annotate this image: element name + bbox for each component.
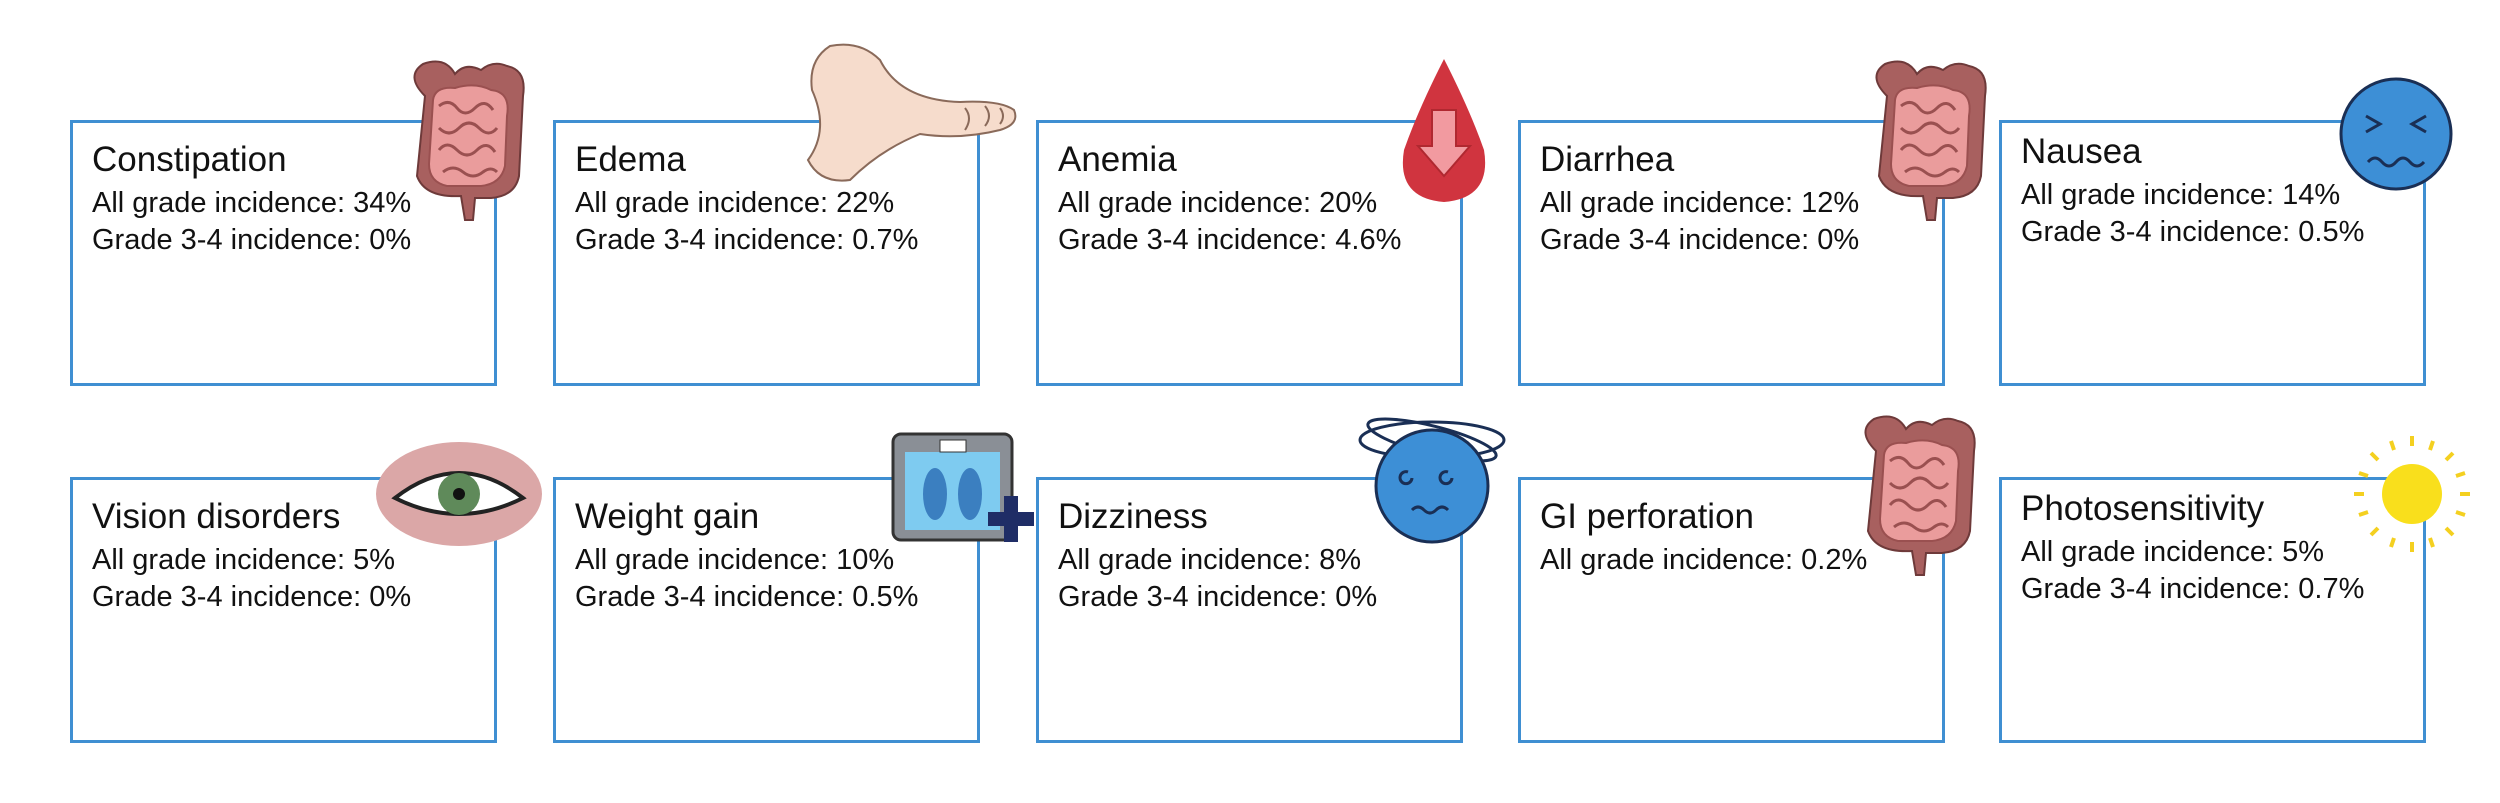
card-title: GI perforation (1540, 497, 1754, 536)
card-title: Weight gain (575, 497, 760, 536)
card-title: Diarrhea (1540, 140, 1675, 179)
card: Photosensitivity All grade incidence: 5% G… (1999, 477, 2426, 743)
incidence-line: Grade 3-4 incidence: 0.5% (2021, 216, 2365, 248)
incidence-line: Grade 3-4 incidence: 0.5% (575, 581, 919, 613)
incidence-line: Grade 3-4 incidence: 0% (92, 581, 412, 613)
card-title: Anemia (1058, 140, 1177, 179)
card: Nausea All grade incidence: 14% Grade 3-4 … (1999, 120, 2426, 386)
card: GI perforation All grade incidence: 0.2% (1518, 477, 1945, 743)
incidence-line: All grade incidence: 12% (1540, 187, 1860, 219)
card-title: Nausea (2021, 132, 2142, 171)
card: Vision disorders All grade incidence: 5% G… (70, 477, 497, 743)
incidence-line: All grade incidence: 8% (1058, 544, 1362, 576)
card: Diarrhea All grade incidence: 12% Grade 3-… (1518, 120, 1945, 386)
incidence-line: Grade 3-4 incidence: 0% (1058, 581, 1378, 613)
incidence-line: Grade 3-4 incidence: 0% (92, 224, 412, 256)
incidence-line: Grade 3-4 incidence: 4.6% (1058, 224, 1402, 256)
incidence-line: All grade incidence: 0.2% (1540, 544, 1868, 576)
card-title: Constipation (92, 140, 287, 179)
incidence-line: All grade incidence: 5% (2021, 536, 2325, 568)
incidence-line: All grade incidence: 14% (2021, 179, 2341, 211)
card: Edema All grade incidence: 22% Grade 3-4 i… (553, 120, 980, 386)
card-title: Vision disorders (92, 497, 341, 536)
incidence-line: Grade 3-4 incidence: 0.7% (2021, 573, 2365, 605)
incidence-line: All grade incidence: 22% (575, 187, 895, 219)
incidence-line: All grade incidence: 5% (92, 544, 396, 576)
card: Anemia All grade incidence: 20% Grade 3-4 … (1036, 120, 1463, 386)
card-title: Photosensitivity (2021, 489, 2265, 528)
card: Dizziness All grade incidence: 8% Grade 3-… (1036, 477, 1463, 743)
card: Constipation All grade incidence: 34% Grad… (70, 120, 497, 386)
incidence-line: All grade incidence: 20% (1058, 187, 1378, 219)
card-title: Dizziness (1058, 497, 1208, 536)
incidence-line: Grade 3-4 incidence: 0% (1540, 224, 1860, 256)
card: Weight gain All grade incidence: 10% Grade… (553, 477, 980, 743)
incidence-line: Grade 3-4 incidence: 0.7% (575, 224, 919, 256)
incidence-line: All grade incidence: 10% (575, 544, 895, 576)
card-title: Edema (575, 140, 686, 179)
incidence-line: All grade incidence: 34% (92, 187, 412, 219)
